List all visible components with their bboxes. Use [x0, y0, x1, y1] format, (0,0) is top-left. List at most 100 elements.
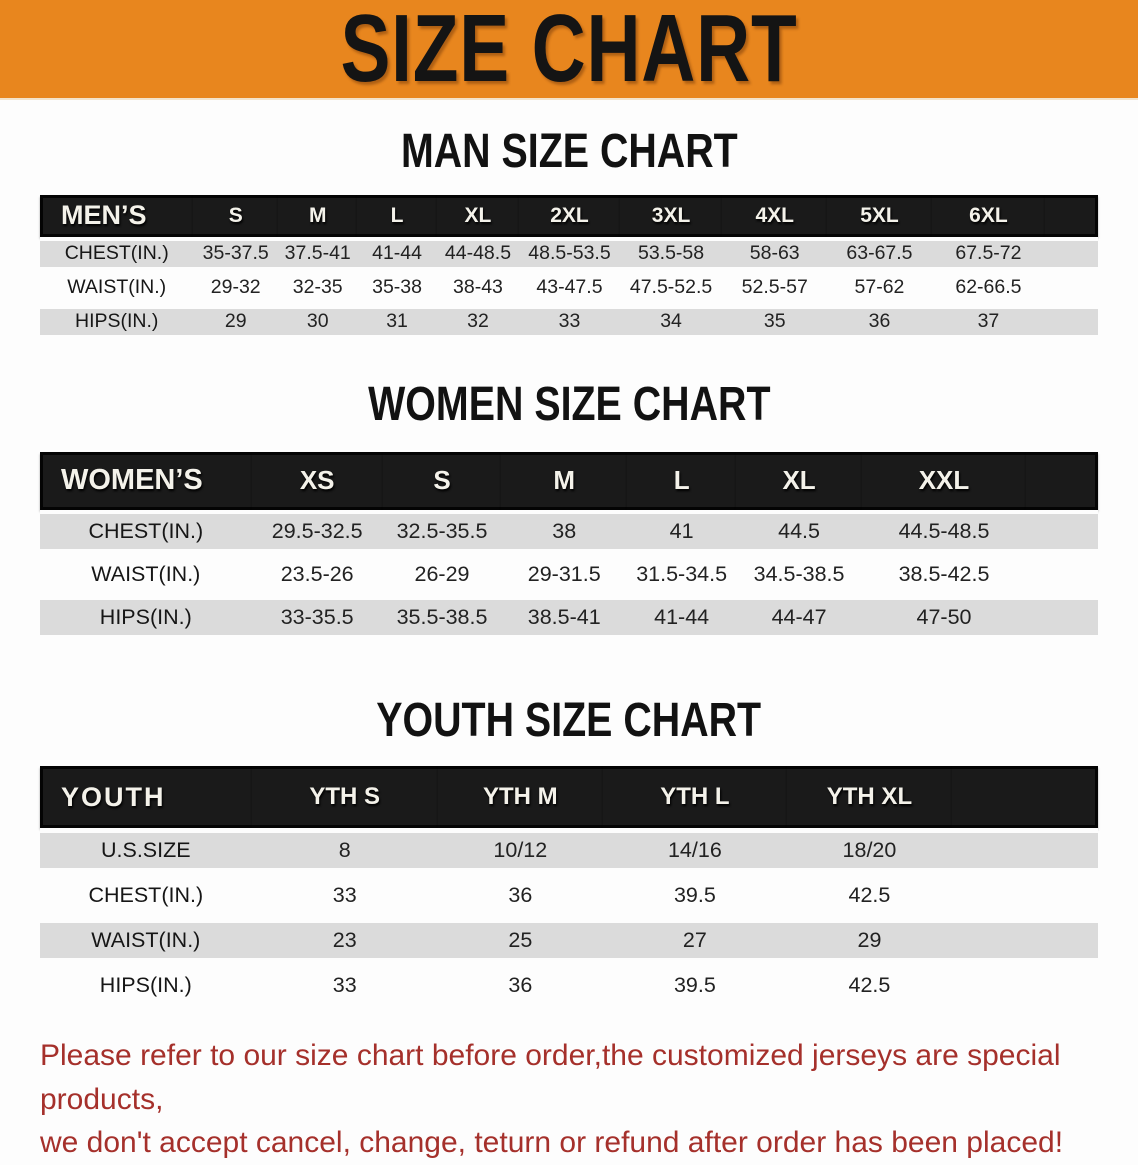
size-value-cell: 32-35 [278, 270, 358, 305]
measurement-row: U.S.SIZE 8 10/12 14/16 18/20 [40, 828, 1098, 874]
spacer-cell [1026, 552, 1098, 596]
size-value-cell: 36 [827, 304, 932, 339]
size-column-header: S [193, 194, 279, 237]
size-column-header: M [501, 451, 628, 510]
size-column-header: 3XL [619, 194, 723, 237]
spacer-cell [951, 918, 1098, 964]
disclaimer-line-1: Please refer to our size chart before or… [40, 1039, 1061, 1116]
spacer-cell [1026, 451, 1098, 510]
size-value-cell: 31.5-34.5 [627, 552, 737, 596]
spacer-cell [1045, 270, 1098, 305]
measurement-row: HIPS(IN.) 33-35.5 35.5-38.5 38.5-41 41-44 44-… [40, 595, 1098, 639]
size-value-cell: 43-47.5 [519, 270, 620, 305]
size-value-cell: 47-50 [862, 595, 1026, 639]
size-value-cell: 10/12 [437, 828, 603, 874]
measurement-row-label: CHEST(IN.) [40, 873, 252, 919]
measurement-row-label: HIPS(IN.) [40, 963, 252, 1009]
size-value-cell: 29-31.5 [501, 552, 628, 596]
table-title-cell: YOUTH [40, 766, 252, 829]
size-value-cell: 44.5 [736, 509, 863, 553]
size-value-cell: 27 [602, 918, 787, 964]
size-value-cell: 8 [251, 828, 438, 874]
men-chart-heading: MAN SIZE CHART [400, 125, 738, 178]
size-value-cell: 33 [251, 963, 438, 1009]
size-column-header: 6XL [931, 194, 1046, 237]
size-value-cell: 36 [437, 963, 603, 1009]
measurement-row-label: WAIST(IN.) [40, 270, 194, 305]
size-column-header: 4XL [722, 194, 828, 237]
size-value-cell: 32.5-35.5 [382, 509, 502, 553]
size-value-cell: 26-29 [382, 552, 502, 596]
measurement-row-label: HIPS(IN.) [40, 595, 252, 639]
spacer-cell [1026, 509, 1098, 553]
size-column-header: XS [251, 451, 383, 510]
size-value-cell: 34 [619, 304, 723, 339]
size-value-cell: 67.5-72 [931, 236, 1046, 271]
size-header-row: WOMEN’S XS S M L XL XXL [40, 451, 1098, 510]
size-value-cell: 62-66.5 [931, 270, 1046, 305]
measurement-row-label: CHEST(IN.) [40, 509, 252, 553]
size-value-cell: 35-37.5 [193, 236, 279, 271]
size-value-cell: 29.5-32.5 [251, 509, 383, 553]
measurement-row: HIPS(IN.) 33 36 39.5 42.5 [40, 963, 1098, 1009]
size-value-cell: 52.5-57 [722, 270, 828, 305]
size-value-cell: 29-32 [193, 270, 279, 305]
spacer-cell [951, 873, 1098, 919]
size-value-cell: 25 [437, 918, 603, 964]
size-column-header: M [278, 194, 358, 237]
measurement-row-label: CHEST(IN.) [40, 236, 194, 271]
size-value-cell: 38-43 [436, 270, 520, 305]
size-value-cell: 42.5 [786, 963, 952, 1009]
measurement-row: WAIST(IN.) 23.5-26 26-29 29-31.5 31.5-34.5 34… [40, 552, 1098, 596]
spacer-cell [951, 963, 1098, 1009]
measurement-row: CHEST(IN.) 29.5-32.5 32.5-35.5 38 41 44.5 44.5… [40, 509, 1098, 553]
page-title: SIZE CHART [340, 0, 798, 102]
size-value-cell: 23 [251, 918, 438, 964]
size-column-header: L [627, 451, 737, 510]
size-value-cell: 29 [786, 918, 952, 964]
spacer-cell [951, 766, 1098, 829]
size-table-element: WOMEN’S XS S M L XL XXL CHEST(IN.) 29.5-32.5 32.5… [40, 451, 1098, 639]
size-value-cell: 29 [193, 304, 279, 339]
size-value-cell: 58-63 [722, 236, 828, 271]
size-value-cell: 34.5-38.5 [736, 552, 863, 596]
size-value-cell: 33-35.5 [251, 595, 383, 639]
measurement-row: CHEST(IN.) 33 36 39.5 42.5 [40, 873, 1098, 919]
size-value-cell: 23.5-26 [251, 552, 383, 596]
size-column-header: XL [436, 194, 520, 237]
spacer-cell [1045, 194, 1098, 237]
size-column-header: XXL [862, 451, 1026, 510]
size-column-header: 2XL [519, 194, 620, 237]
measurement-row-label: WAIST(IN.) [40, 552, 252, 596]
women-size-chart-section: WOMEN SIZE CHART WOMEN’S XS S M L XL XXL CHEST(… [0, 378, 1138, 639]
size-value-cell: 33 [519, 304, 620, 339]
size-column-header: 5XL [827, 194, 932, 237]
size-header-row: YOUTH YTH S YTH M YTH L YTH XL [40, 766, 1098, 829]
size-value-cell: 44-47 [736, 595, 863, 639]
size-value-cell: 35.5-38.5 [382, 595, 502, 639]
size-table-element: MEN’S S M L XL 2XL 3XL 4XL 5XL 6XL CHEST(IN.) 35-37… [40, 194, 1098, 339]
size-value-cell: 63-67.5 [827, 236, 932, 271]
measurement-row: HIPS(IN.) 29 30 31 32 33 34 35 36 37 [40, 304, 1098, 339]
size-value-cell: 36 [437, 873, 603, 919]
size-value-cell: 37 [931, 304, 1046, 339]
men-size-table: MEN’S S M L XL 2XL 3XL 4XL 5XL 6XL CHEST(IN.) 35-37… [40, 194, 1098, 339]
measurement-row-label: WAIST(IN.) [40, 918, 252, 964]
size-value-cell: 30 [278, 304, 358, 339]
size-value-cell: 38 [501, 509, 628, 553]
size-value-cell: 41-44 [357, 236, 437, 271]
size-column-header: YTH M [437, 766, 603, 829]
disclaimer-line-2: we don't accept cancel, change, teturn o… [40, 1126, 1064, 1160]
size-value-cell: 38.5-42.5 [862, 552, 1026, 596]
size-value-cell: 38.5-41 [501, 595, 628, 639]
size-value-cell: 44.5-48.5 [862, 509, 1026, 553]
size-value-cell: 41 [627, 509, 737, 553]
size-value-cell: 39.5 [602, 963, 787, 1009]
size-value-cell: 41-44 [627, 595, 737, 639]
youth-size-chart-section: YOUTH SIZE CHART YOUTH YTH S YTH M YTH L YTH… [0, 694, 1138, 1009]
measurement-row: CHEST(IN.) 35-37.5 37.5-41 41-44 44-48.5 48.5… [40, 236, 1098, 271]
size-value-cell: 47.5-52.5 [619, 270, 723, 305]
spacer-cell [1026, 595, 1098, 639]
order-disclaimer: Please refer to our size chart before or… [40, 1034, 1110, 1165]
spacer-cell [1045, 304, 1098, 339]
